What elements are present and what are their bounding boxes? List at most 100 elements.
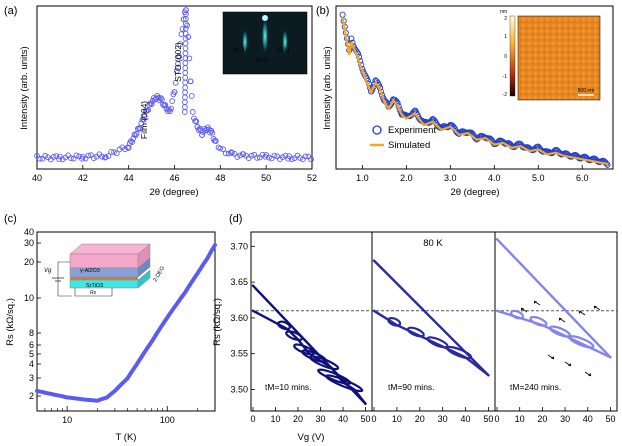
b-simulated-line bbox=[341, 17, 609, 166]
panel-c-ylabel: Rs (kΩ/sq.) bbox=[5, 298, 16, 346]
a-point bbox=[184, 22, 190, 29]
panel-a-xlabel: 2θ (degree) bbox=[149, 187, 198, 198]
a-point bbox=[186, 55, 193, 62]
panel-a-marks bbox=[34, 7, 314, 163]
c-ytick-label: 6 bbox=[29, 340, 34, 350]
d-xtick-label: 20 bbox=[415, 414, 425, 424]
afm-scalebar-label: 500 nm bbox=[578, 88, 595, 94]
d-xtick-label: 10 bbox=[392, 414, 402, 424]
a-point bbox=[178, 31, 185, 37]
legend-experiment-marker bbox=[372, 125, 382, 135]
a-point bbox=[42, 152, 49, 159]
d-loop bbox=[325, 374, 364, 393]
c-ytick-label: 3 bbox=[29, 373, 34, 383]
d-arrowhead bbox=[568, 363, 571, 366]
b-xtick-label: 2.0 bbox=[400, 173, 413, 183]
a-point bbox=[145, 107, 152, 113]
d-loop bbox=[548, 325, 571, 338]
c-ytick-label: 5 bbox=[29, 349, 34, 359]
a-point bbox=[182, 99, 188, 106]
c-ytick-major-label: 10 bbox=[24, 293, 34, 303]
a-point bbox=[155, 95, 162, 101]
a-point bbox=[160, 101, 166, 108]
b-point bbox=[604, 161, 611, 168]
d-arrowhead bbox=[534, 301, 537, 304]
cbar-tick-2: 2 bbox=[504, 16, 507, 22]
a-xtick-label: 40 bbox=[32, 173, 42, 183]
d-xtick-label: 0 bbox=[494, 414, 499, 424]
panel-b-frame bbox=[335, 5, 614, 170]
a-point bbox=[36, 155, 43, 162]
a-point bbox=[85, 152, 92, 159]
a-point bbox=[173, 68, 180, 74]
d-xtick-label: 20 bbox=[537, 414, 547, 424]
d-loop bbox=[529, 315, 548, 327]
d-loop bbox=[446, 345, 473, 360]
a-point bbox=[175, 61, 181, 67]
b-xtick-label: 3.0 bbox=[444, 173, 457, 183]
a-point bbox=[140, 117, 147, 123]
panel-d-label: (d) bbox=[229, 213, 242, 225]
a-point bbox=[182, 94, 188, 101]
a-point bbox=[288, 156, 295, 163]
panel-c-xlabel: T (K) bbox=[116, 432, 137, 443]
rheed-inset: (0 -1) (0 1) (0 0) bbox=[222, 11, 308, 75]
d-loop bbox=[285, 330, 304, 342]
d-start-line bbox=[372, 259, 490, 377]
panel-c-marks bbox=[35, 243, 217, 403]
a-point bbox=[133, 131, 140, 137]
a-point bbox=[68, 155, 74, 161]
a-xtick-label: 44 bbox=[124, 173, 134, 183]
a-point bbox=[148, 101, 155, 107]
a-point bbox=[180, 16, 187, 23]
a-point bbox=[90, 155, 97, 161]
d-arrowhead bbox=[521, 308, 524, 311]
d-loop bbox=[309, 355, 340, 371]
panel-b-marks bbox=[339, 11, 611, 168]
d-ytick-label: 3.60 bbox=[230, 313, 248, 323]
d-xtick-label: 30 bbox=[560, 414, 570, 424]
a-point bbox=[56, 156, 62, 162]
a-point bbox=[234, 154, 241, 160]
a-point bbox=[134, 125, 141, 132]
a-point bbox=[308, 156, 314, 163]
panel-a-ylabel: Intensity (arb. units) bbox=[19, 46, 30, 129]
annotation-sto: STO (002) bbox=[173, 42, 183, 82]
d-ytick-label: 3.55 bbox=[230, 349, 248, 359]
d-xtick-label: 20 bbox=[293, 414, 303, 424]
d-xtick-label: 40 bbox=[338, 414, 348, 424]
annotation-film: Film (004) bbox=[139, 101, 149, 139]
a-xtick-label: 50 bbox=[261, 173, 271, 183]
panel-a-ticks: 40 42 44 46 48 50 52 bbox=[32, 165, 317, 183]
panel-b-ticks: 1.0 2.0 3.0 4.0 5.0 6.0 bbox=[356, 165, 588, 183]
a-point bbox=[231, 150, 238, 157]
a-point bbox=[102, 154, 109, 160]
rheed-label-00: (0 0) bbox=[256, 58, 268, 64]
d-loop bbox=[568, 335, 595, 349]
a-point bbox=[162, 102, 169, 108]
a-point bbox=[113, 150, 120, 157]
a-point bbox=[141, 113, 148, 120]
a-point bbox=[237, 152, 243, 159]
panel-d-temperature: 80 K bbox=[423, 238, 443, 249]
a-xtick-label: 46 bbox=[169, 173, 179, 183]
d-xtick-label: 30 bbox=[438, 414, 448, 424]
d-xtick-label: 50 bbox=[605, 414, 615, 424]
a-point bbox=[99, 153, 105, 160]
schematic-2deg: 2-DEG bbox=[153, 265, 167, 283]
panel-d-ticks: 3.503.553.603.653.700 10 20 30 40 50 0 10 20 30 40… bbox=[230, 241, 615, 424]
d-arrowhead bbox=[559, 318, 562, 321]
a-xtick-label: 42 bbox=[78, 173, 88, 183]
b-point bbox=[339, 11, 346, 18]
a-point bbox=[187, 78, 194, 85]
cbar-tick-0: 0 bbox=[504, 54, 507, 60]
c-ytick-major-label: 2 bbox=[29, 391, 34, 401]
d-arrowhead bbox=[588, 373, 591, 376]
a-point bbox=[182, 40, 189, 47]
a-point bbox=[168, 105, 174, 112]
legend-simulated: Simulated bbox=[388, 140, 430, 151]
d-ytick-label: 3.65 bbox=[230, 277, 248, 287]
c-ytick-label: 30 bbox=[24, 238, 34, 248]
b-xtick-label: 4.0 bbox=[488, 173, 501, 183]
